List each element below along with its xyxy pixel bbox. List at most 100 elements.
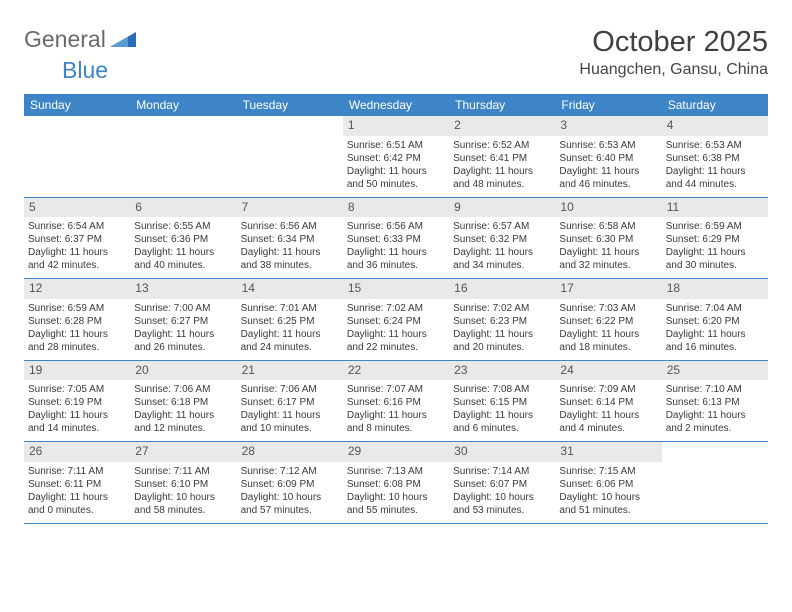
- sunset-line: Sunset: 6:06 PM: [559, 478, 657, 491]
- sunrise-line: Sunrise: 7:06 AM: [241, 383, 339, 396]
- day-number: 10: [555, 198, 661, 218]
- daylight-line-2: and 55 minutes.: [347, 504, 445, 517]
- daylight-line-2: and 24 minutes.: [241, 341, 339, 354]
- sunset-line: Sunset: 6:13 PM: [666, 396, 764, 409]
- sunrise-line: Sunrise: 7:09 AM: [559, 383, 657, 396]
- sunrise-line: Sunrise: 6:51 AM: [347, 139, 445, 152]
- daylight-line-1: Daylight: 11 hours: [347, 165, 445, 178]
- location: Huangchen, Gansu, China: [579, 61, 768, 79]
- day-number: 3: [555, 116, 661, 136]
- daylight-line-1: Daylight: 11 hours: [559, 328, 657, 341]
- sunset-line: Sunset: 6:07 PM: [453, 478, 551, 491]
- daylight-line-2: and 34 minutes.: [453, 259, 551, 272]
- sunset-line: Sunset: 6:32 PM: [453, 233, 551, 246]
- daylight-line-2: and 50 minutes.: [347, 178, 445, 191]
- daylight-line-2: and 53 minutes.: [453, 504, 551, 517]
- day-cell: 11Sunrise: 6:59 AMSunset: 6:29 PMDayligh…: [662, 198, 768, 279]
- dow-friday: Friday: [555, 94, 661, 116]
- sunset-line: Sunset: 6:20 PM: [666, 315, 764, 328]
- sunset-line: Sunset: 6:15 PM: [453, 396, 551, 409]
- daylight-line-2: and 10 minutes.: [241, 422, 339, 435]
- sunset-line: Sunset: 6:34 PM: [241, 233, 339, 246]
- sunset-line: Sunset: 6:24 PM: [347, 315, 445, 328]
- dow-monday: Monday: [130, 94, 236, 116]
- sunset-line: Sunset: 6:36 PM: [134, 233, 232, 246]
- day-cell: 21Sunrise: 7:06 AMSunset: 6:17 PMDayligh…: [237, 361, 343, 442]
- sunset-line: Sunset: 6:28 PM: [28, 315, 126, 328]
- sunset-line: Sunset: 6:22 PM: [559, 315, 657, 328]
- day-cell: 17 Sunrise: 7:03 AMSunset: 6:22 PMDayligh…: [555, 279, 661, 360]
- day-cell: [662, 442, 768, 523]
- day-number: 1: [343, 116, 449, 136]
- day-number: 4: [662, 116, 768, 136]
- day-number: 28: [237, 442, 343, 462]
- sunset-line: Sunset: 6:11 PM: [28, 478, 126, 491]
- sunset-line: Sunset: 6:40 PM: [559, 152, 657, 165]
- day-cell: 26Sunrise: 7:11 AMSunset: 6:11 PMDayligh…: [24, 442, 130, 523]
- dow-thursday: Thursday: [449, 94, 555, 116]
- day-cell: 13Sunrise: 7:00 AMSunset: 6:27 PMDayligh…: [130, 279, 236, 360]
- day-number: 16: [449, 279, 555, 299]
- sunset-line: Sunset: 6:17 PM: [241, 396, 339, 409]
- daylight-line-1: Daylight: 10 hours: [134, 491, 232, 504]
- sunset-line: Sunset: 6:08 PM: [347, 478, 445, 491]
- daylight-line-1: Daylight: 11 hours: [559, 409, 657, 422]
- month-title: October 2025: [579, 26, 768, 59]
- daylight-line-1: Daylight: 11 hours: [453, 165, 551, 178]
- week-row: 26Sunrise: 7:11 AMSunset: 6:11 PMDayligh…: [24, 442, 768, 524]
- daylight-line-1: Daylight: 11 hours: [453, 409, 551, 422]
- sunrise-line: Sunrise: 6:55 AM: [134, 220, 232, 233]
- daylight-line-2: and 46 minutes.: [559, 178, 657, 191]
- sunrise-line: Sunrise: 6:56 AM: [347, 220, 445, 233]
- day-cell: 7Sunrise: 6:56 AMSunset: 6:34 PMDaylight…: [237, 198, 343, 279]
- day-cell: 6Sunrise: 6:55 AMSunset: 6:36 PMDaylight…: [130, 198, 236, 279]
- daylight-line-2: and 20 minutes.: [453, 341, 551, 354]
- day-cell: 3Sunrise: 6:53 AMSunset: 6:40 PMDaylight…: [555, 116, 661, 197]
- brand-part1: General: [24, 26, 106, 53]
- day-number: 22: [343, 361, 449, 381]
- day-cell: 1 Sunrise: 6:51 AMSunset: 6:42 PMDaylight…: [343, 116, 449, 197]
- sunrise-line: Sunrise: 7:02 AM: [453, 302, 551, 315]
- daylight-line-1: Daylight: 11 hours: [134, 328, 232, 341]
- title-block: October 2025 Huangchen, Gansu, China: [579, 26, 768, 79]
- sunrise-line: Sunrise: 6:56 AM: [241, 220, 339, 233]
- day-number: 8: [343, 198, 449, 218]
- sunrise-line: Sunrise: 7:12 AM: [241, 465, 339, 478]
- daylight-line-2: and 6 minutes.: [453, 422, 551, 435]
- day-cell: 23Sunrise: 7:08 AMSunset: 6:15 PMDayligh…: [449, 361, 555, 442]
- sunrise-line: Sunrise: 7:03 AM: [559, 302, 657, 315]
- day-cell: 22Sunrise: 7:07 AMSunset: 6:16 PMDayligh…: [343, 361, 449, 442]
- day-number: 25: [662, 361, 768, 381]
- daylight-line-1: Daylight: 11 hours: [134, 409, 232, 422]
- sunset-line: Sunset: 6:41 PM: [453, 152, 551, 165]
- daylight-line-1: Daylight: 11 hours: [559, 246, 657, 259]
- daylight-line-1: Daylight: 11 hours: [666, 246, 764, 259]
- day-number: 11: [662, 198, 768, 218]
- day-cell: 28Sunrise: 7:12 AMSunset: 6:09 PMDayligh…: [237, 442, 343, 523]
- day-cell: 30Sunrise: 7:14 AMSunset: 6:07 PMDayligh…: [449, 442, 555, 523]
- daylight-line-2: and 48 minutes.: [453, 178, 551, 191]
- sunset-line: Sunset: 6:16 PM: [347, 396, 445, 409]
- day-cell: 16Sunrise: 7:02 AMSunset: 6:23 PMDayligh…: [449, 279, 555, 360]
- daylight-line-1: Daylight: 11 hours: [28, 409, 126, 422]
- sunrise-line: Sunrise: 7:10 AM: [666, 383, 764, 396]
- day-number: 17: [555, 279, 661, 299]
- week-row: 5Sunrise: 6:54 AMSunset: 6:37 PMDaylight…: [24, 198, 768, 280]
- daylight-line-2: and 36 minutes.: [347, 259, 445, 272]
- daylight-line-1: Daylight: 11 hours: [241, 328, 339, 341]
- day-number: 27: [130, 442, 236, 462]
- daylight-line-2: and 0 minutes.: [28, 504, 126, 517]
- day-number: 21: [237, 361, 343, 381]
- daylight-line-2: and 16 minutes.: [666, 341, 764, 354]
- daylight-line-1: Daylight: 11 hours: [559, 165, 657, 178]
- sunset-line: Sunset: 6:19 PM: [28, 396, 126, 409]
- dow-tuesday: Tuesday: [237, 94, 343, 116]
- dow-row: Sunday Monday Tuesday Wednesday Thursday…: [24, 94, 768, 116]
- sunset-line: Sunset: 6:33 PM: [347, 233, 445, 246]
- day-number: 9: [449, 198, 555, 218]
- sunset-line: Sunset: 6:42 PM: [347, 152, 445, 165]
- sunrise-line: Sunrise: 7:02 AM: [347, 302, 445, 315]
- day-cell: 27Sunrise: 7:11 AMSunset: 6:10 PMDayligh…: [130, 442, 236, 523]
- sunset-line: Sunset: 6:37 PM: [28, 233, 126, 246]
- daylight-line-1: Daylight: 11 hours: [666, 328, 764, 341]
